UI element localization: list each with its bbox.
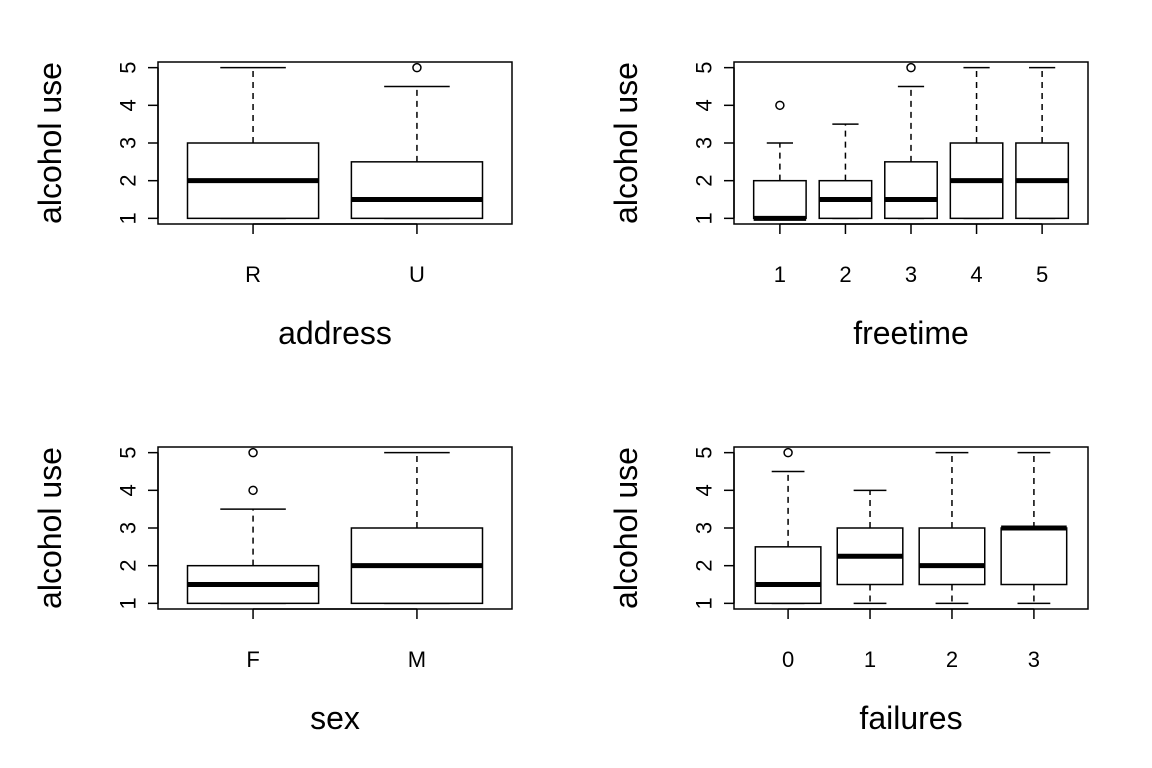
outlier-point [906, 62, 916, 73]
box-body [752, 179, 807, 220]
x-axis-title: failures [859, 700, 962, 736]
x-tick-label: 3 [905, 262, 917, 287]
outlier-point [248, 447, 258, 458]
box-U: U [350, 62, 484, 287]
y-tick-label: 3 [692, 522, 717, 534]
box-2: 2 [918, 451, 986, 672]
y-tick-label: 3 [692, 137, 717, 149]
outlier-point [412, 62, 422, 73]
x-tick-label: 0 [782, 647, 794, 672]
y-tick-label: 4 [692, 99, 717, 111]
box-body [1000, 527, 1068, 586]
x-tick-label: 1 [864, 647, 876, 672]
box-3: 3 [1000, 451, 1068, 672]
x-tick-label: F [246, 647, 259, 672]
y-tick-label: 4 [116, 99, 141, 111]
box-3: 3 [884, 62, 938, 287]
x-tick-label: 1 [774, 262, 786, 287]
x-tick-label: 5 [1036, 262, 1048, 287]
y-tick-label: 1 [692, 212, 717, 224]
y-tick-label: 3 [116, 522, 141, 534]
box-F: F [186, 447, 320, 672]
y-tick-label: 5 [692, 447, 717, 459]
box-5: 5 [1015, 66, 1070, 287]
y-tick-label: 4 [116, 484, 141, 496]
chart-panel-1: 1 2 3 4 5 alcohol use address R U [32, 61, 513, 351]
y-tick-label: 4 [692, 484, 717, 496]
box-1: 1 [752, 100, 807, 287]
y-tick-label: 2 [692, 560, 717, 572]
box-body [754, 546, 822, 605]
box-1: 1 [836, 489, 904, 672]
box-body [918, 527, 986, 586]
chart-panel-3: 1 2 3 4 5 alcohol use sex F M [32, 446, 513, 736]
y-tick-label: 5 [116, 62, 141, 74]
box-0: 0 [754, 447, 822, 672]
y-tick-label: 5 [116, 447, 141, 459]
box-2: 2 [818, 123, 873, 287]
x-tick-label: 2 [946, 647, 958, 672]
y-tick-label: 1 [116, 597, 141, 609]
chart-panel-2: 1 2 3 4 5 alcohol use freetime 1 2 3 4 5 [608, 61, 1089, 351]
y-tick-label: 2 [116, 560, 141, 572]
x-tick-label: M [408, 647, 426, 672]
box-body [350, 161, 484, 220]
y-axis-title: alcohol use [32, 62, 68, 224]
x-axis-title: freetime [853, 315, 969, 351]
chart-panel-4: 1 2 3 4 5 alcohol use failures 0 1 2 3 [608, 446, 1089, 736]
x-tick-label: U [409, 262, 425, 287]
y-axis-title: alcohol use [608, 62, 644, 224]
y-axis-title: alcohol use [32, 447, 68, 609]
y-tick-label: 3 [116, 137, 141, 149]
y-tick-label: 1 [692, 597, 717, 609]
box-R: R [186, 66, 320, 287]
outlier-point [248, 485, 258, 496]
x-axis-title: sex [310, 700, 360, 736]
outlier-point [775, 100, 785, 111]
y-tick-label: 2 [116, 175, 141, 187]
box-4: 4 [949, 66, 1004, 287]
x-tick-label: 3 [1028, 647, 1040, 672]
y-tick-label: 1 [116, 212, 141, 224]
y-axis-title: alcohol use [608, 447, 644, 609]
x-axis-title: address [278, 315, 392, 351]
y-tick-label: 2 [692, 175, 717, 187]
outlier-point [783, 447, 793, 458]
box-M: M [350, 451, 484, 672]
x-tick-label: 4 [970, 262, 982, 287]
x-tick-label: R [245, 262, 261, 287]
x-tick-label: 2 [839, 262, 851, 287]
y-tick-label: 5 [692, 62, 717, 74]
box-body [884, 161, 938, 220]
